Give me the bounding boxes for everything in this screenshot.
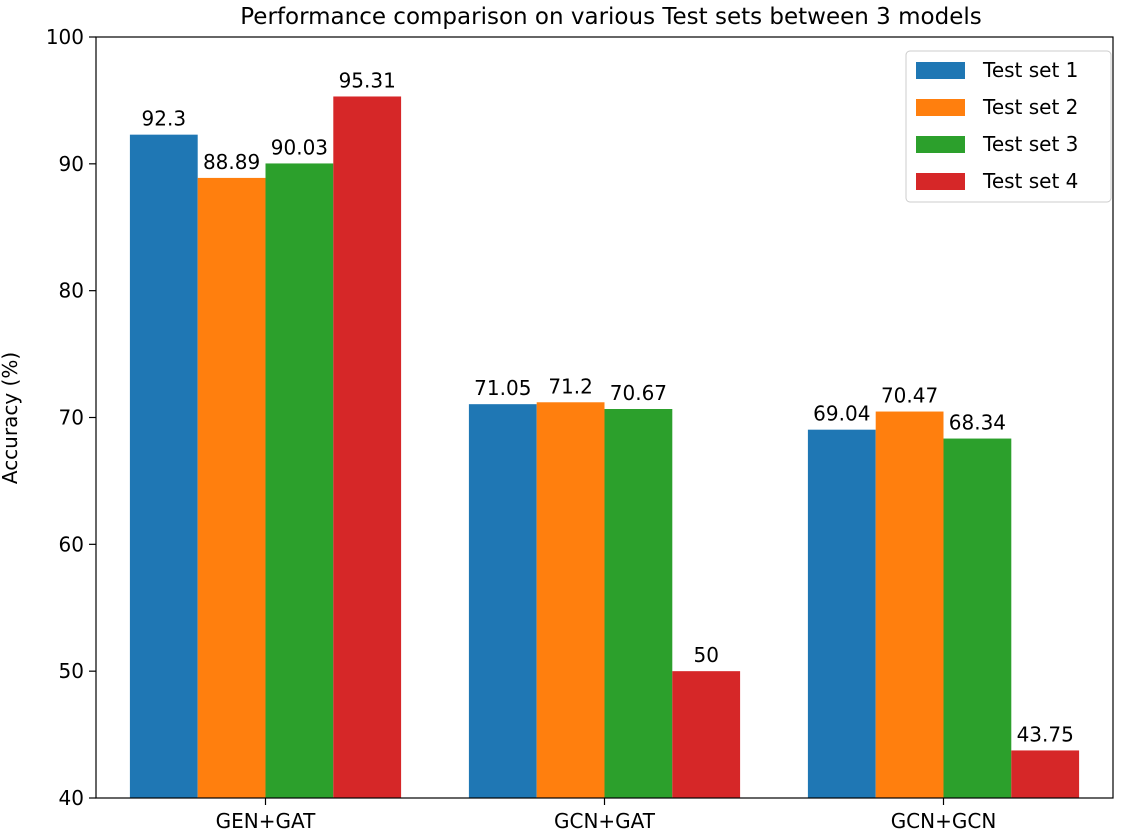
legend-box — [905, 50, 1112, 203]
legend-swatch — [916, 62, 965, 79]
y-tick-label: 50 — [59, 659, 84, 683]
y-tick-label: 60 — [59, 532, 84, 556]
bar — [1011, 750, 1080, 798]
bar — [807, 429, 876, 798]
plot-frame — [95, 36, 1114, 799]
y-tick-label: 90 — [59, 152, 84, 176]
bar — [604, 409, 673, 798]
bar — [672, 671, 741, 798]
bar-data-label: 95.31 — [339, 68, 396, 92]
data-labels-layer: 92.3 71.05 69.04 88.89 71.2 70.47 90.03 70.67 68… — [142, 68, 1074, 746]
bar — [468, 404, 537, 798]
x-tick-label: GCN+GAT — [554, 809, 656, 833]
bar-data-label: 70.47 — [881, 384, 938, 408]
y-axis-label: Accuracy (%) — [0, 352, 22, 484]
x-axis-ticks: GEN+GAT GCN+GAT GCN+GCN — [216, 798, 997, 833]
x-tick-label: GCN+GCN — [891, 809, 997, 833]
legend-swatch — [916, 136, 965, 153]
bar-data-label: 71.2 — [548, 374, 593, 398]
legend-label: Test set 2 — [982, 95, 1078, 119]
y-tick-label: 80 — [59, 279, 84, 303]
legend-label: Test set 3 — [982, 132, 1078, 156]
bar-data-label: 90.03 — [271, 135, 328, 159]
bar-data-label: 68.34 — [949, 411, 1006, 435]
legend-swatch — [916, 99, 965, 116]
y-tick-label: 40 — [59, 786, 84, 810]
bars-layer — [129, 96, 1080, 799]
legend-label: Test set 4 — [982, 169, 1078, 193]
bar-data-label: 50 — [693, 643, 718, 667]
bar-data-label: 43.75 — [1017, 722, 1074, 746]
bar-data-label: 70.67 — [610, 381, 667, 405]
bar — [197, 177, 266, 798]
bar-data-label: 88.89 — [203, 150, 260, 174]
y-tick-label: 100 — [46, 25, 84, 49]
x-tick-label: GEN+GAT — [216, 809, 316, 833]
legend: Test set 1 Test set 2 Test set 3 Test set 4 — [905, 50, 1112, 203]
bar-data-label: 92.3 — [142, 107, 187, 131]
bar — [875, 411, 944, 798]
chart-title: Performance comparison on various Test s… — [240, 4, 981, 30]
y-axis-ticks: 40 50 60 70 80 90 100 — [46, 25, 96, 810]
legend-swatch — [916, 173, 965, 190]
bar-data-label: 69.04 — [813, 402, 870, 426]
bar — [265, 163, 334, 798]
bar-data-label: 71.05 — [474, 376, 531, 400]
bar — [129, 134, 198, 798]
y-tick-label: 70 — [59, 406, 84, 430]
bar — [943, 438, 1012, 798]
legend-label: Test set 1 — [982, 58, 1078, 82]
bar — [333, 96, 402, 799]
bar — [536, 402, 605, 798]
